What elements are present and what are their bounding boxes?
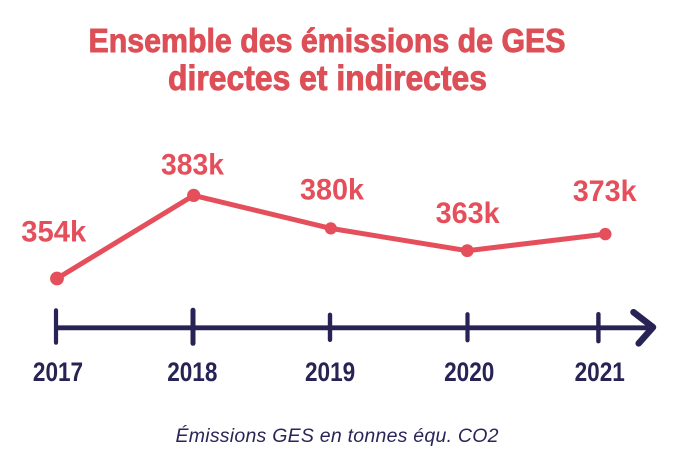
svg-text:354k: 354k [21,215,86,248]
svg-text:2019: 2019 [305,357,355,387]
svg-text:2020: 2020 [444,357,494,387]
svg-text:373k: 373k [573,175,637,208]
svg-text:383k: 383k [161,149,224,182]
svg-text:2021: 2021 [575,357,625,387]
svg-text:380k: 380k [300,174,364,207]
svg-text:2017: 2017 [33,357,83,387]
svg-text:directes et indirectes: directes et indirectes [168,59,487,98]
svg-text:363k: 363k [436,197,500,230]
svg-text:Émissions GES en tonnes équ. C: Émissions GES en tonnes équ. CO2 [176,424,499,447]
svg-text:Ensemble des émissions de GES: Ensemble des émissions de GES [89,23,566,60]
svg-text:2018: 2018 [167,357,217,387]
